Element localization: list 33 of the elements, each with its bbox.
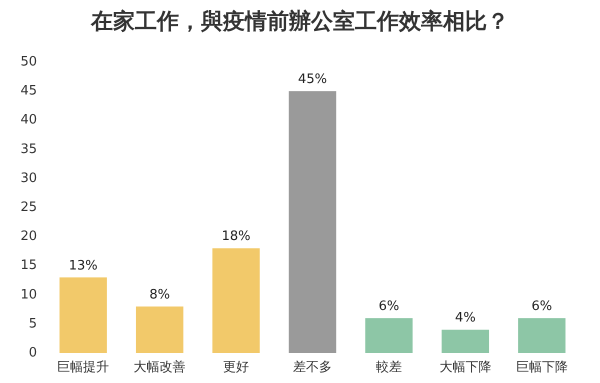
x-tick-label: 巨幅提升 [57,360,110,375]
y-tick-label: 40 [20,112,37,128]
bar [60,277,107,353]
x-tick-label: 大幅改善 [134,359,186,375]
y-tick-label: 25 [20,200,37,215]
data-label: 8% [149,287,170,302]
bar [365,318,413,353]
x-tick-label: 差不多 [293,360,332,375]
y-tick-label: 30 [20,170,37,186]
chart-title: 在家工作，與疫情前辦公室工作效率相比？ [90,8,509,34]
y-tick-label: 15 [20,258,37,274]
data-label: 13% [68,258,98,274]
y-tick-label: 50 [20,54,37,70]
bar [518,318,566,353]
bar [288,91,336,353]
x-tick-label: 大幅下降 [439,360,492,375]
y-tick-label: 20 [20,229,37,244]
bar [136,306,184,353]
y-tick-label: 10 [20,287,37,302]
x-tick-label: 巨幅下降 [516,360,568,375]
y-tick-label: 0 [28,346,37,360]
bar [442,330,490,353]
x-tick-label: 較差 [376,360,402,375]
data-label: 4% [455,310,476,326]
y-tick-label: 35 [20,142,37,157]
bar [212,248,260,353]
y-tick-label: 45 [20,84,37,99]
data-label: 6% [378,299,400,314]
x-tick-label: 更好 [223,360,250,375]
data-label: 18% [222,229,251,244]
data-label: 45% [298,72,327,88]
data-label: 6% [531,299,552,314]
y-tick-label: 5 [28,316,37,332]
